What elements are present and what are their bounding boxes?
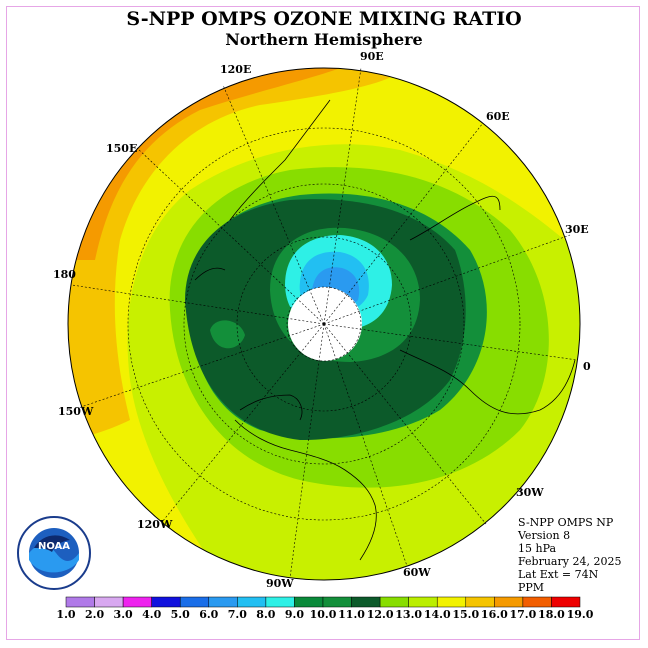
colorbar-tick-label: 12.0 <box>366 608 394 621</box>
lon-label-150w: 150W <box>58 405 94 418</box>
colorbar-swatch <box>122 596 152 608</box>
colorbar-swatch <box>151 596 181 608</box>
lon-label-180: 180 <box>53 268 76 281</box>
colorbar-swatch <box>494 596 524 608</box>
colorbar-tick-label: 11.0 <box>338 608 365 621</box>
lon-label-60w: 60W <box>403 566 431 579</box>
info-version: Version 8 <box>518 529 571 542</box>
map-title: S-NPP OMPS OZONE MIXING RATIO <box>126 8 522 30</box>
lon-label-120w: 120W <box>137 518 173 531</box>
colorbar-swatch <box>237 596 267 608</box>
info-units: PPM <box>518 581 545 594</box>
colorbar <box>65 596 581 608</box>
map-boundary <box>67 67 581 581</box>
map-subtitle: Northern Hemisphere <box>225 30 423 49</box>
colorbar-tick-label: 4.0 <box>142 608 162 621</box>
lon-label-30w: 30W <box>516 486 544 499</box>
colorbar-swatch <box>436 596 467 608</box>
noaa-logo-text: NOAA <box>38 541 70 552</box>
colorbar-swatch <box>408 596 438 608</box>
colorbar-swatch <box>322 596 352 608</box>
colorbar-tick-label: 7.0 <box>227 608 247 621</box>
colorbar-tick-label: 15.0 <box>452 608 480 621</box>
colorbar-tick-label: 5.0 <box>170 608 190 621</box>
colorbar-tick-label: 17.0 <box>509 608 537 621</box>
colorbar-tick-label: 8.0 <box>256 608 276 621</box>
colorbar-tick-label: 6.0 <box>199 608 219 621</box>
colorbar-swatch <box>465 596 495 608</box>
lon-label-0: 0 <box>583 360 591 373</box>
field-15 <box>68 68 403 440</box>
lon-label-150e: 150E <box>106 142 138 155</box>
colorbar-swatch <box>351 596 381 608</box>
noaa-logo: NOAA <box>17 516 91 590</box>
colorbar-swatch <box>94 596 124 608</box>
ozone-field <box>68 68 580 580</box>
info-date: February 24, 2025 <box>518 555 622 568</box>
coastlines <box>194 99 576 561</box>
colorbar-tick-label: 18.0 <box>538 608 565 621</box>
colorbar-swatch <box>379 596 409 608</box>
lon-label-60e: 60E <box>486 110 510 123</box>
colorbar-tick-label: 1.0 <box>56 608 76 621</box>
lon-label-30e: 30E <box>565 223 589 236</box>
colorbar-swatch <box>551 596 581 608</box>
lon-label-90w: 90W <box>266 577 294 590</box>
meridians <box>71 67 578 579</box>
colorbar-swatch <box>65 596 95 608</box>
lon-label-120e: 120E <box>220 63 252 76</box>
info-level: 15 hPa <box>518 542 557 555</box>
colorbar-tick-label: 16.0 <box>480 608 508 621</box>
colorbar-swatch <box>265 596 295 608</box>
colorbar-tick-label: 14.0 <box>423 608 451 621</box>
colorbar-tick-label: 2.0 <box>84 608 105 621</box>
colorbar-swatch <box>179 596 210 608</box>
colorbar-tick-label: 9.0 <box>284 608 305 621</box>
colorbar-swatch <box>522 596 552 608</box>
colorbar-tick-label: 13.0 <box>395 608 423 621</box>
colorbar-tick-label: 10.0 <box>309 608 337 621</box>
colorbar-swatch <box>294 596 324 608</box>
colorbar-swatch <box>208 596 238 608</box>
graticule <box>127 127 521 521</box>
info-instrument: S-NPP OMPS NP <box>518 516 614 529</box>
colorbar-tick-label: 3.0 <box>113 608 133 621</box>
field-10-patch <box>210 320 245 349</box>
colorbar-tick-label: 19.0 <box>566 608 594 621</box>
lon-label-90e: 90E <box>360 50 384 63</box>
info-lat-ext: Lat Ext = 74N <box>518 568 599 581</box>
plot-frame <box>6 6 640 640</box>
